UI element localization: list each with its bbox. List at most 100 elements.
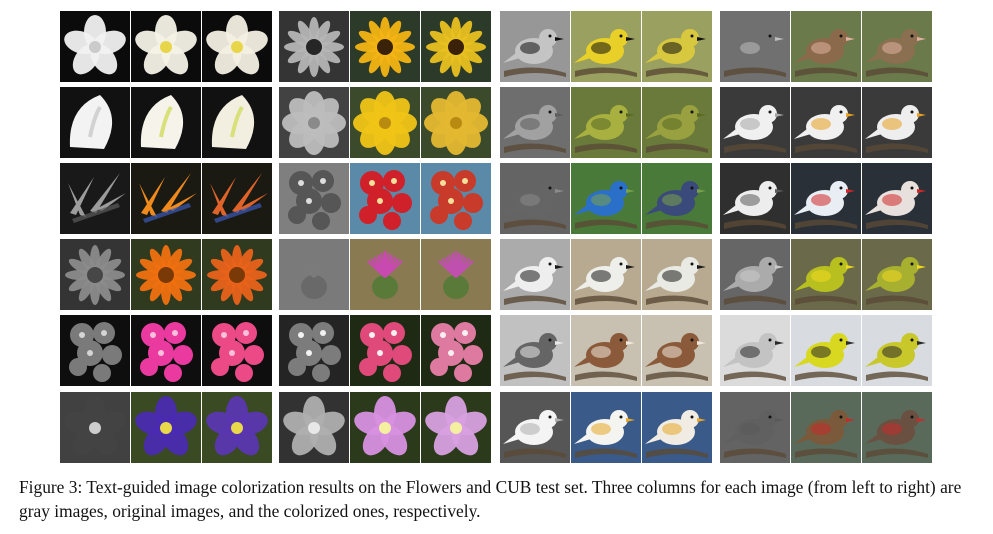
colorized-image [642, 87, 712, 158]
image-row [279, 163, 491, 234]
colorized-image [421, 11, 491, 82]
gray-image [60, 392, 130, 463]
colorized-image [642, 163, 712, 234]
original-image [571, 11, 641, 82]
gray-image [500, 163, 570, 234]
colorized-image [202, 163, 272, 234]
colorized-image [642, 315, 712, 386]
gray-image [720, 392, 790, 463]
image-row [720, 11, 932, 82]
gray-image [279, 239, 349, 310]
gray-image [500, 87, 570, 158]
image-row [279, 315, 491, 386]
gray-image [500, 392, 570, 463]
image-row [500, 87, 712, 158]
original-image [131, 87, 201, 158]
gray-image [60, 87, 130, 158]
image-row [720, 239, 932, 310]
image-row [60, 239, 272, 310]
original-image [350, 163, 420, 234]
image-row [500, 239, 712, 310]
colorized-image [202, 11, 272, 82]
gray-image [720, 239, 790, 310]
gray-image [60, 163, 130, 234]
colorized-image [862, 11, 932, 82]
image-row [720, 87, 932, 158]
original-image [131, 239, 201, 310]
image-panel-flowers-left [60, 11, 272, 464]
image-row [279, 239, 491, 310]
gray-image [500, 315, 570, 386]
original-image [571, 163, 641, 234]
original-image [131, 163, 201, 234]
colorized-image [862, 163, 932, 234]
gray-image [500, 239, 570, 310]
original-image [791, 87, 861, 158]
original-image [131, 11, 201, 82]
gray-image [279, 315, 349, 386]
colorized-image [642, 239, 712, 310]
colorized-image [642, 392, 712, 463]
colorized-image [202, 239, 272, 310]
colorized-image [421, 239, 491, 310]
original-image [571, 87, 641, 158]
colorized-image [421, 163, 491, 234]
gray-image [720, 315, 790, 386]
colorized-image [862, 239, 932, 310]
figure-caption: Figure 3: Text-guided image colorization… [19, 477, 962, 521]
colorized-image [421, 392, 491, 463]
image-row [500, 163, 712, 234]
gray-image [279, 163, 349, 234]
colorized-image [862, 315, 932, 386]
colorized-image [202, 87, 272, 158]
original-image [791, 392, 861, 463]
image-row [60, 163, 272, 234]
gray-image [60, 11, 130, 82]
image-row [500, 315, 712, 386]
original-image [350, 87, 420, 158]
image-row [720, 392, 932, 463]
gray-image [279, 87, 349, 158]
image-row [60, 315, 272, 386]
image-panel-birds-right [720, 11, 932, 464]
original-image [571, 392, 641, 463]
original-image [350, 392, 420, 463]
gray-image [720, 163, 790, 234]
original-image [791, 239, 861, 310]
gray-image [500, 11, 570, 82]
original-image [350, 315, 420, 386]
original-image [350, 239, 420, 310]
gray-image [279, 11, 349, 82]
original-image [791, 163, 861, 234]
original-image [131, 392, 201, 463]
image-row [60, 392, 272, 463]
image-row [279, 87, 491, 158]
gray-image [60, 315, 130, 386]
colorized-image [862, 392, 932, 463]
image-row [500, 11, 712, 82]
image-row [720, 163, 932, 234]
original-image [131, 315, 201, 386]
gray-image [279, 392, 349, 463]
image-row [60, 11, 272, 82]
image-row [279, 11, 491, 82]
colorized-image [421, 315, 491, 386]
original-image [791, 315, 861, 386]
colorized-image [862, 87, 932, 158]
colorized-image [421, 87, 491, 158]
colorized-image [202, 392, 272, 463]
image-row [279, 392, 491, 463]
image-panel-flowers-right [279, 11, 491, 464]
image-panel-birds-left [500, 11, 712, 464]
image-row [60, 87, 272, 158]
colorized-image [642, 11, 712, 82]
original-image [350, 11, 420, 82]
original-image [791, 11, 861, 82]
gray-image [720, 87, 790, 158]
image-row [720, 315, 932, 386]
gray-image [720, 11, 790, 82]
original-image [571, 239, 641, 310]
image-row [500, 392, 712, 463]
original-image [571, 315, 641, 386]
colorized-image [202, 315, 272, 386]
